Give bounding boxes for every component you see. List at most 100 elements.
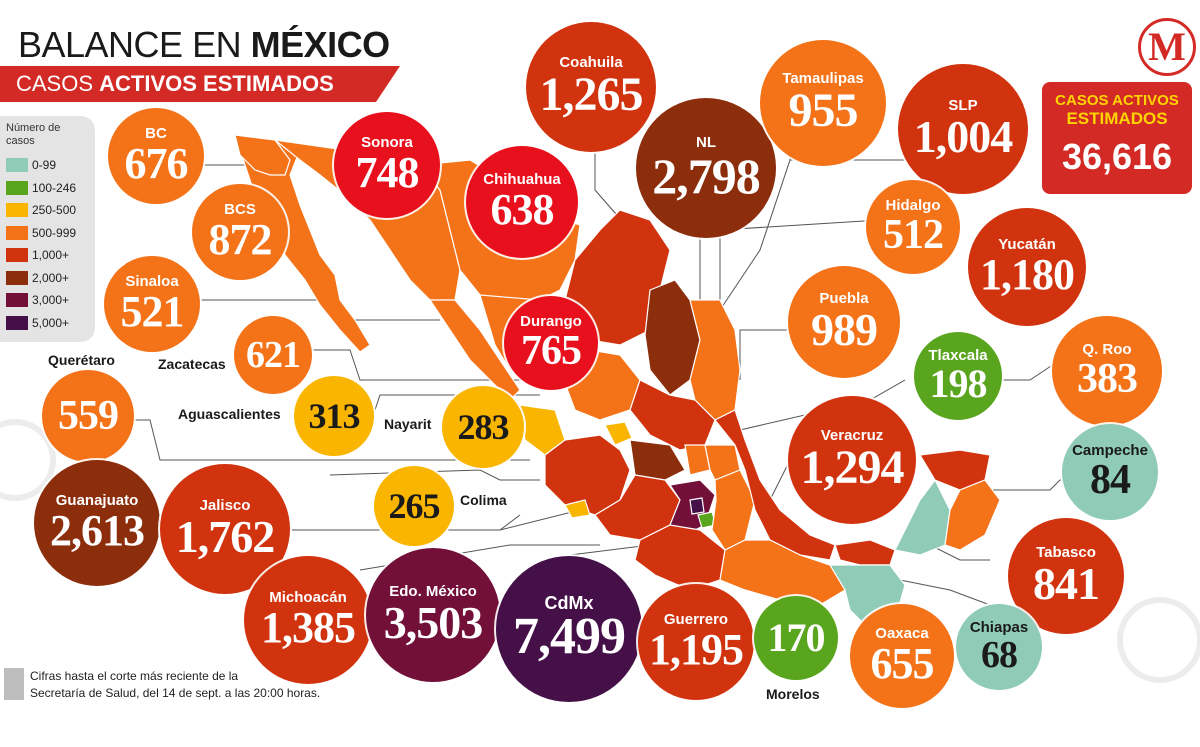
state-name: Puebla (819, 290, 869, 307)
legend-item: 0-99 (6, 154, 95, 177)
legend-item: 100-246 (6, 177, 95, 200)
state-value: 872 (208, 215, 273, 264)
state-name: NL (696, 134, 716, 151)
legend-swatch (6, 293, 28, 308)
state-value: 383 (1077, 356, 1138, 402)
state-name: Sinaloa (125, 273, 179, 290)
state-bubble-morelos: 170 (754, 596, 838, 680)
legend-item: 3,000+ (6, 289, 95, 312)
state-value: 1,385 (261, 603, 356, 652)
title-bold: MÉXICO (250, 24, 391, 65)
state-bubble-guanajuato: Guanajuato 2,613 (34, 460, 160, 586)
virus-icon (0, 419, 1200, 683)
state-value: 512 (883, 212, 944, 258)
label-zacatecas: Zacatecas (158, 356, 226, 372)
state-value: 3,503 (383, 597, 483, 648)
state-name: Jalisco (199, 497, 251, 514)
footnote: Cifras hasta el corte más reciente de la… (30, 668, 350, 702)
state-bubble-nayarit: 283 (442, 386, 524, 468)
state-bubble-campeche: Campeche 84 (1062, 424, 1158, 520)
state-bubble-tamaulipas: Tamaulipas 955 (760, 40, 886, 166)
legend-label: 250-500 (32, 203, 77, 218)
label-aguascalientes: Aguascalientes (178, 406, 281, 422)
legend-label: 5,000+ (32, 315, 70, 330)
state-value: 955 (788, 84, 859, 137)
state-value: 1,294 (800, 441, 905, 494)
state-bubble-bcs: BCS 872 (192, 184, 288, 280)
legend-swatch (6, 225, 28, 240)
state-name: Hidalgo (885, 197, 941, 214)
state-name: Durango (520, 313, 582, 330)
state-value: 655 (870, 639, 935, 688)
total-cases-box: CASOS ACTIVOS ESTIMADOS 36,616 (1042, 82, 1192, 194)
state-bubble-slp: SLP 1,004 (898, 64, 1028, 194)
state-value: 1,195 (649, 625, 744, 674)
state-bubble-oaxaca: Oaxaca 655 (850, 604, 954, 708)
state-value: 521 (120, 287, 185, 336)
state-bubble-sinaloa: Sinaloa 521 (104, 256, 200, 352)
state-bubble-puebla: Puebla 989 (788, 266, 900, 378)
state-value: 621 (246, 334, 301, 376)
state-bubble-yucatan: Yucatán 1,180 (968, 208, 1086, 326)
state-bubble-guerrero: Guerrero 1,195 (638, 584, 754, 700)
legend-item: 2,000+ (6, 267, 95, 290)
logo-letter: M (1148, 24, 1186, 69)
legend-swatch (6, 248, 28, 263)
state-value: 198 (929, 361, 988, 406)
state-value: 638 (490, 185, 555, 234)
state-bubble-queretaro: 559 (42, 370, 134, 462)
state-value: 1,265 (539, 68, 644, 121)
state-name: Campeche (1072, 442, 1148, 459)
state-name: Chihuahua (483, 171, 561, 188)
state-name: Michoacán (269, 589, 347, 606)
state-name: Guerrero (663, 611, 729, 628)
legend-label: 2,000+ (32, 270, 70, 285)
state-bubble-tlaxcala: Tlaxcala 198 (914, 332, 1002, 420)
state-bubble-aguascalientes: 313 (294, 376, 374, 456)
state-name: Tabasco (1036, 544, 1096, 561)
state-name: Yucatán (998, 236, 1056, 253)
subtitle-plain: CASOS (16, 71, 94, 96)
state-name: CdMx (544, 593, 594, 613)
legend-swatch (6, 203, 28, 218)
state-value: 841 (1033, 558, 1100, 609)
legend-label: 1,000+ (32, 248, 70, 263)
state-name: Q. Roo (1082, 341, 1132, 358)
state-value: 676 (124, 139, 189, 188)
label-colima: Colima (460, 492, 507, 508)
state-value: 765 (521, 328, 582, 374)
state-name: Oaxaca (875, 625, 929, 642)
legend-label: 500-999 (32, 225, 77, 240)
state-value: 7,499 (513, 608, 626, 665)
subtitle-banner: CASOS ACTIVOS ESTIMADOS (0, 66, 400, 102)
legend-swatch (6, 180, 28, 195)
legend-swatch (6, 270, 28, 285)
state-bubble-chihuahua: Chihuahua 638 (466, 146, 578, 258)
state-bubble-sonora: Sonora 748 (334, 112, 440, 218)
total-value: 36,616 (1061, 136, 1173, 177)
state-bubble-durango: Durango 765 (504, 296, 598, 390)
state-value: 1,004 (913, 111, 1013, 162)
state-bubble-cdmx: CdMx 7,499 (496, 556, 642, 702)
state-name: Sonora (361, 134, 413, 151)
state-bubble-coahuila: Coahuila 1,265 (526, 22, 656, 152)
state-name: Coahuila (559, 54, 623, 71)
legend-label: 0-99 (32, 158, 57, 173)
state-value: 1,762 (175, 511, 275, 562)
legend-swatch (6, 158, 28, 173)
state-bubble-zacatecas: 621 (234, 316, 312, 394)
state-name: SLP (948, 97, 978, 114)
state-name: Veracruz (820, 427, 884, 444)
state-name: Edo. México (389, 583, 477, 600)
state-name: Guanajuato (55, 492, 139, 509)
total-label-line2: ESTIMADOS (1066, 109, 1168, 128)
legend-label: 100-246 (32, 180, 77, 195)
subtitle-bold: ACTIVOS ESTIMADOS (99, 71, 334, 96)
label-queretaro: Querétaro (48, 352, 115, 368)
state-value: 2,798 (652, 148, 760, 204)
state-bubble-chiapas: Chiapas 68 (956, 604, 1042, 690)
state-value: 748 (355, 148, 420, 197)
state-name: Tlaxcala (928, 347, 988, 364)
label-nayarit: Nayarit (384, 416, 432, 432)
